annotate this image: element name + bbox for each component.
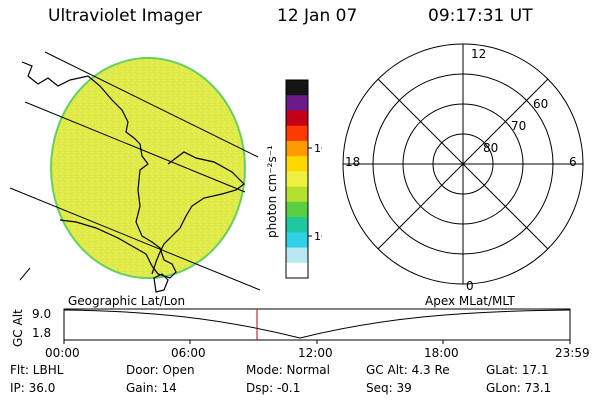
x-tick-2359: 23:59 bbox=[555, 346, 590, 360]
colorbar-segment bbox=[286, 217, 308, 233]
altitude-curve bbox=[63, 309, 571, 339]
coastline bbox=[153, 273, 169, 293]
polar-label-0: 0 bbox=[466, 279, 474, 293]
lat-line bbox=[44, 51, 259, 158]
apex-mlat-label: Apex MLat/MLT bbox=[425, 294, 515, 308]
x-tick-1200: 12:00 bbox=[298, 346, 333, 360]
info-dsp: Dsp: -0.1 bbox=[246, 381, 301, 395]
colorbar-segment bbox=[286, 262, 308, 279]
info-door: Door: Open bbox=[126, 363, 195, 377]
colorbar: 100 10 photon cm⁻²s⁻¹ bbox=[265, 79, 322, 279]
polar-label-6: 6 bbox=[569, 155, 577, 169]
x-tick-1800: 18:00 bbox=[424, 346, 459, 360]
ring-label-80: 80 bbox=[483, 141, 498, 155]
date-label: 12 Jan 07 bbox=[277, 6, 358, 26]
colorbar-segment bbox=[286, 80, 308, 96]
colorbar-segment bbox=[286, 247, 308, 264]
imager-panel bbox=[9, 51, 261, 293]
polar-plot: 12 18 6 0 60 70 80 bbox=[342, 43, 584, 293]
ring-label-60: 60 bbox=[533, 97, 548, 111]
lat-line bbox=[24, 101, 246, 193]
lat-line bbox=[9, 187, 261, 291]
info-glat: GLat: 17.1 bbox=[486, 363, 549, 377]
info-glon: GLon: 73.1 bbox=[486, 381, 552, 395]
info-gc-alt: GC Alt: 4.3 Re bbox=[366, 363, 450, 377]
time-label: 09:17:31 UT bbox=[428, 6, 533, 26]
app-title: Ultraviolet Imager bbox=[48, 6, 202, 26]
polar-label-12: 12 bbox=[471, 47, 486, 61]
colorbar-tick-100: 100 bbox=[314, 142, 322, 155]
y-tick-9: 9.0 bbox=[32, 307, 51, 321]
info-ip: IP: 36.0 bbox=[10, 381, 56, 395]
tick-mark bbox=[19, 267, 31, 281]
info-gain: Gain: 14 bbox=[126, 381, 177, 395]
x-tick-0000: 00:00 bbox=[45, 346, 80, 360]
geo-latlon-label: Geographic Lat/Lon bbox=[68, 294, 186, 308]
uv-image-disk bbox=[50, 57, 246, 279]
colorbar-segment bbox=[286, 95, 308, 111]
colorbar-units-label: photon cm⁻²s⁻¹ bbox=[265, 145, 279, 238]
gc-alt-axis-title: GC Alt bbox=[11, 309, 25, 347]
colorbar-segment bbox=[286, 110, 308, 127]
colorbar-segment bbox=[286, 232, 308, 249]
colorbar-segment bbox=[286, 125, 308, 142]
colorbar-segment bbox=[286, 201, 308, 218]
coastline bbox=[151, 151, 245, 275]
info-seq: Seq: 39 bbox=[366, 381, 412, 395]
info-filter: Flt: LBHL bbox=[10, 363, 64, 377]
altitude-timeline: GC Alt 9.0 1.8 00:00 06:00 12:00 18:00 2… bbox=[11, 307, 590, 360]
colorbar-segment bbox=[286, 140, 308, 157]
info-mode: Mode: Normal bbox=[246, 363, 330, 377]
x-tick-0600: 06:00 bbox=[171, 346, 206, 360]
coastline bbox=[21, 61, 177, 279]
colorbar-tick-10: 10 bbox=[314, 230, 322, 243]
ring-label-70: 70 bbox=[511, 119, 526, 133]
y-tick-1.8: 1.8 bbox=[32, 326, 51, 340]
colorbar-segment bbox=[286, 186, 308, 203]
colorbar-segment bbox=[286, 171, 308, 188]
colorbar-segment bbox=[286, 156, 308, 172]
polar-label-18: 18 bbox=[345, 155, 360, 169]
